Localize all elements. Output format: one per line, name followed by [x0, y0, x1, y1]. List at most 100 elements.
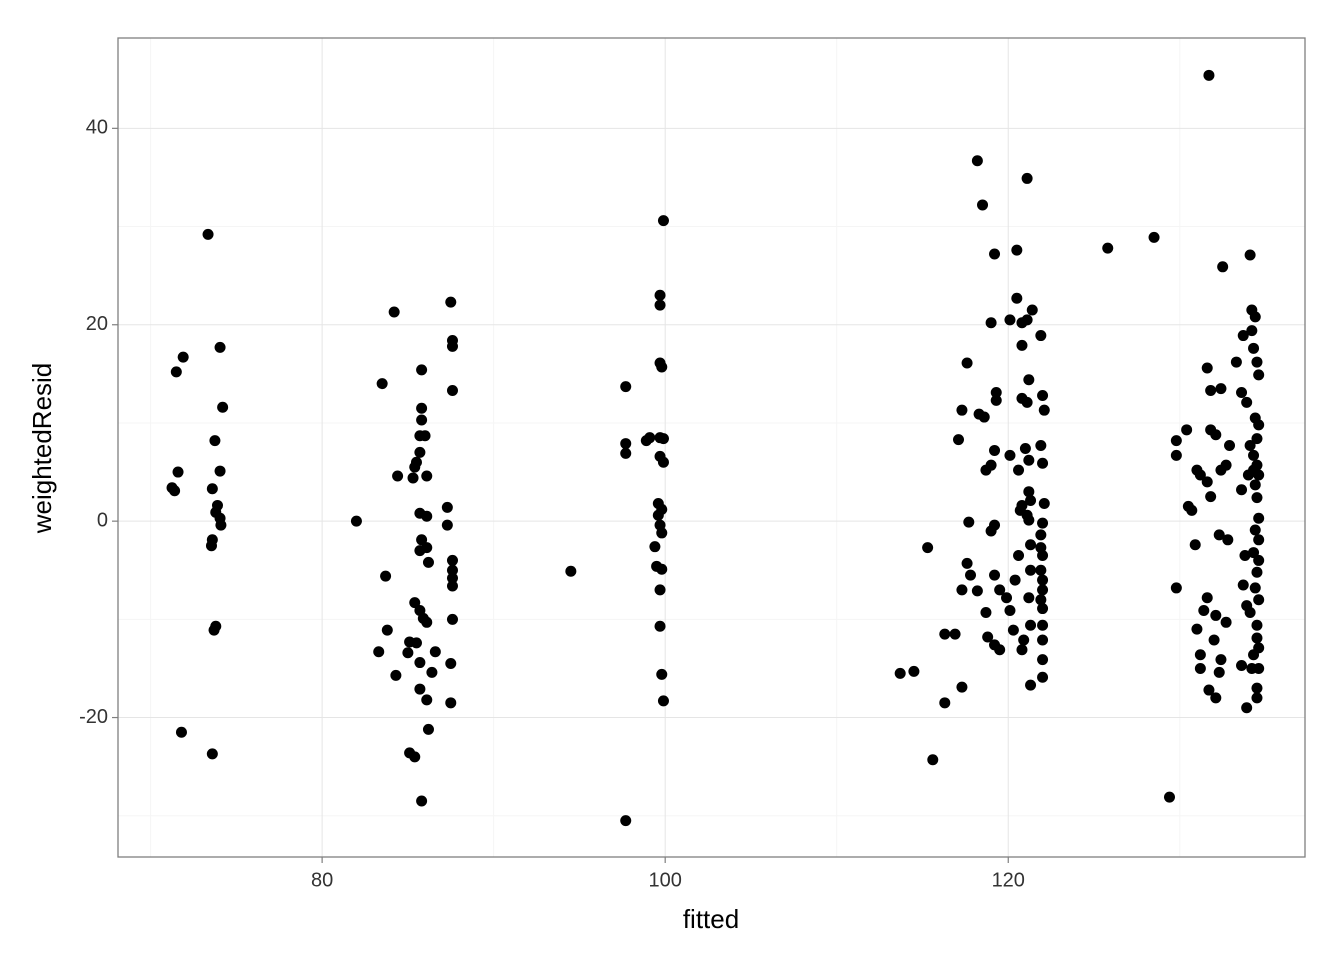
point — [202, 228, 214, 240]
point — [1025, 679, 1037, 691]
point — [1007, 624, 1019, 636]
point — [1224, 440, 1236, 452]
point — [209, 435, 221, 447]
point — [1236, 387, 1248, 399]
point — [441, 501, 453, 513]
point — [908, 665, 920, 677]
point — [927, 754, 939, 766]
point — [1038, 497, 1050, 509]
point — [1037, 671, 1049, 683]
point — [657, 695, 669, 707]
point — [977, 199, 989, 211]
point — [1251, 692, 1263, 704]
point — [1246, 325, 1258, 337]
point — [620, 381, 632, 393]
point — [1201, 476, 1213, 488]
point — [419, 430, 431, 442]
point — [1253, 369, 1265, 381]
point — [1037, 654, 1049, 666]
point — [1249, 479, 1261, 491]
point — [1037, 389, 1049, 401]
point — [1248, 449, 1260, 461]
point — [409, 751, 421, 763]
point — [416, 534, 428, 546]
point — [1021, 314, 1033, 326]
point — [414, 446, 426, 458]
point — [1013, 550, 1025, 562]
point — [1205, 385, 1217, 397]
point — [961, 357, 973, 369]
y-tick-label: 40 — [86, 117, 108, 139]
point — [1013, 464, 1025, 476]
point — [652, 509, 664, 521]
point — [1251, 433, 1263, 445]
point — [402, 647, 414, 659]
point — [1220, 616, 1232, 628]
point — [1037, 603, 1049, 615]
point — [446, 613, 458, 625]
point — [1037, 550, 1049, 562]
point — [206, 483, 218, 495]
point — [657, 215, 669, 227]
point — [1241, 396, 1253, 408]
point — [656, 668, 668, 680]
point — [620, 815, 632, 827]
point — [1253, 554, 1265, 566]
point — [985, 317, 997, 329]
point — [980, 606, 992, 618]
point — [989, 248, 1001, 260]
point — [1246, 662, 1258, 674]
point — [441, 519, 453, 531]
point — [956, 584, 968, 596]
point — [409, 597, 421, 609]
point — [1018, 634, 1030, 646]
point — [1215, 654, 1227, 666]
point — [1222, 534, 1234, 546]
point — [963, 516, 975, 528]
point — [1236, 660, 1248, 672]
point — [1009, 574, 1021, 586]
point — [949, 628, 961, 640]
point — [409, 461, 421, 473]
point — [392, 470, 404, 482]
point — [1203, 684, 1215, 696]
point — [1201, 362, 1213, 374]
point — [1025, 539, 1037, 551]
point — [1037, 619, 1049, 631]
point — [416, 795, 428, 807]
point — [390, 669, 402, 681]
point — [1237, 579, 1249, 591]
point — [654, 289, 666, 301]
point — [446, 564, 458, 576]
point — [214, 465, 226, 477]
point — [1025, 564, 1037, 576]
point — [1004, 314, 1016, 326]
point — [1181, 424, 1193, 436]
point — [208, 624, 220, 636]
point — [170, 366, 182, 378]
point — [1198, 605, 1210, 617]
point — [644, 432, 656, 444]
point — [894, 667, 906, 679]
point — [1037, 517, 1049, 529]
point — [1244, 606, 1256, 618]
point — [1038, 404, 1050, 416]
point — [1251, 632, 1263, 644]
point — [1037, 584, 1049, 596]
point — [1239, 550, 1251, 562]
point — [205, 540, 217, 552]
point — [656, 361, 668, 373]
point — [388, 306, 400, 318]
point — [1201, 592, 1213, 604]
point — [1189, 539, 1201, 551]
point — [1248, 649, 1260, 661]
point — [422, 556, 434, 568]
point — [1021, 396, 1033, 408]
x-axis-label: fitted — [683, 904, 739, 934]
point — [446, 554, 458, 566]
point — [989, 444, 1001, 456]
point — [1102, 242, 1114, 254]
point — [1249, 582, 1261, 594]
point — [1253, 512, 1265, 524]
point — [1163, 791, 1175, 803]
